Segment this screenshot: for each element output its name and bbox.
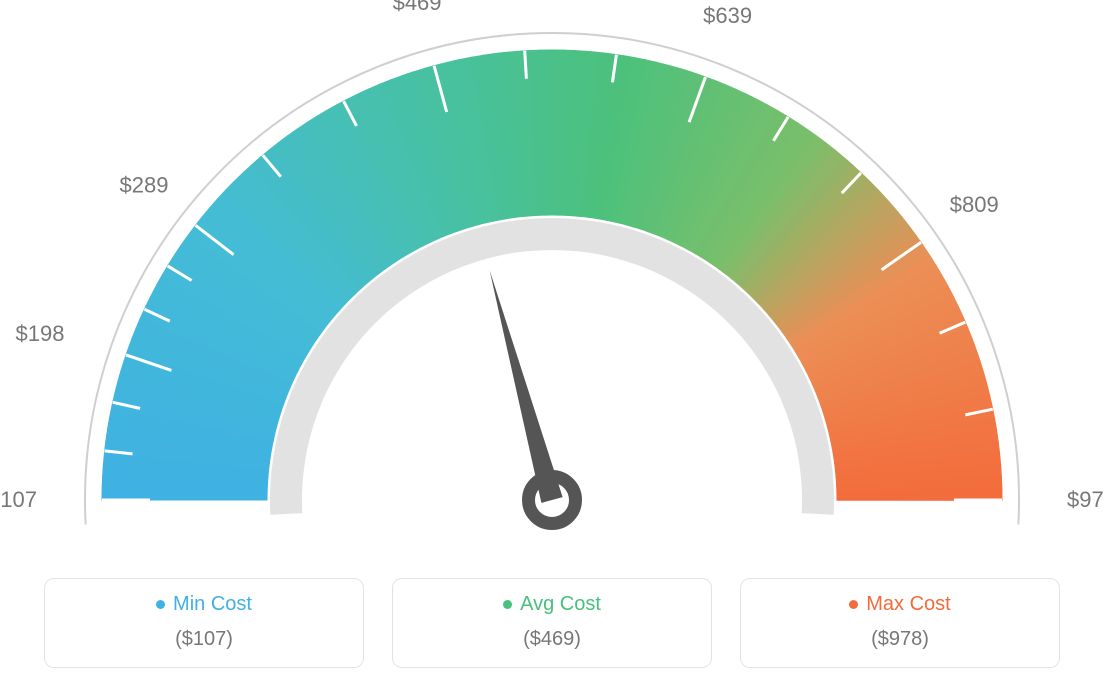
- legend-card-avg: Avg Cost ($469): [392, 578, 712, 668]
- gauge-svg: $107 $198 $289 $469 $639 $809 $978: [0, 0, 1104, 560]
- gauge-tick-label: $978: [1067, 487, 1104, 512]
- legend-title-avg-text: Avg Cost: [520, 593, 601, 616]
- legend-dot-max: [849, 600, 858, 609]
- legend-title-max-text: Max Cost: [866, 593, 950, 616]
- legend-title-avg: Avg Cost: [503, 593, 601, 616]
- gauge-tick-label: $289: [120, 173, 169, 198]
- gauge-tick-label: $809: [950, 192, 999, 217]
- legend-value-min: ($107): [45, 628, 363, 651]
- legend-value-avg: ($469): [393, 628, 711, 651]
- legend-value-max: ($978): [741, 628, 1059, 651]
- legend-card-max: Max Cost ($978): [740, 578, 1060, 668]
- legend-card-min: Min Cost ($107): [44, 578, 364, 668]
- legend-title-min-text: Min Cost: [173, 593, 252, 616]
- gauge-needle: [490, 270, 563, 503]
- gauge-tick-label: $107: [0, 487, 37, 512]
- gauge-tick-label: $469: [393, 0, 442, 15]
- gauge-container: $107 $198 $289 $469 $639 $809 $978: [0, 0, 1104, 560]
- legend-title-max: Max Cost: [849, 593, 950, 616]
- legend-dot-min: [156, 600, 165, 609]
- legend-title-min: Min Cost: [156, 593, 252, 616]
- legend-dot-avg: [503, 600, 512, 609]
- gauge-tick-label: $639: [703, 3, 752, 28]
- gauge-tick-label: $198: [16, 321, 65, 346]
- legend-row: Min Cost ($107) Avg Cost ($469) Max Cost…: [0, 578, 1104, 668]
- gauge-color-band: [102, 50, 1002, 500]
